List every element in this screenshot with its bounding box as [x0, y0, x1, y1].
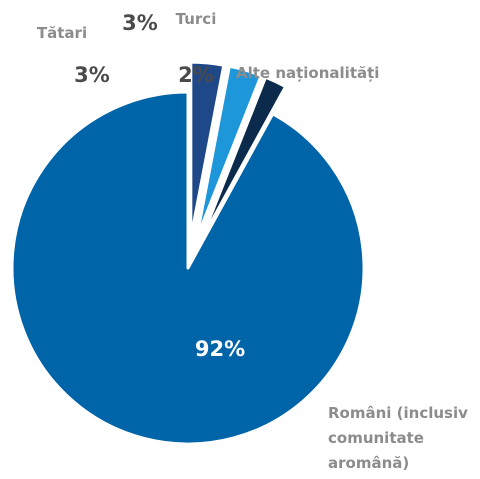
category-label-romani-line3: aromână) — [328, 454, 409, 472]
slice-alte — [199, 75, 288, 243]
category-label-alte: Alte naționalități — [236, 64, 379, 82]
value-label-romani: 92% — [195, 337, 245, 361]
category-label-romani-line2: comunitate — [328, 429, 424, 447]
slice-romani — [10, 90, 366, 446]
slice-tatari — [189, 60, 226, 240]
value-label-turci: 3% — [122, 11, 158, 35]
category-label-turci: Turci — [176, 10, 217, 28]
slice-turci — [194, 64, 263, 241]
category-label-tatari: Tătari — [37, 24, 87, 42]
value-label-tatari: 3% — [74, 63, 110, 87]
category-label-romani-line1: Români (inclusiv — [328, 404, 468, 422]
value-label-alte: 2% — [178, 63, 214, 87]
